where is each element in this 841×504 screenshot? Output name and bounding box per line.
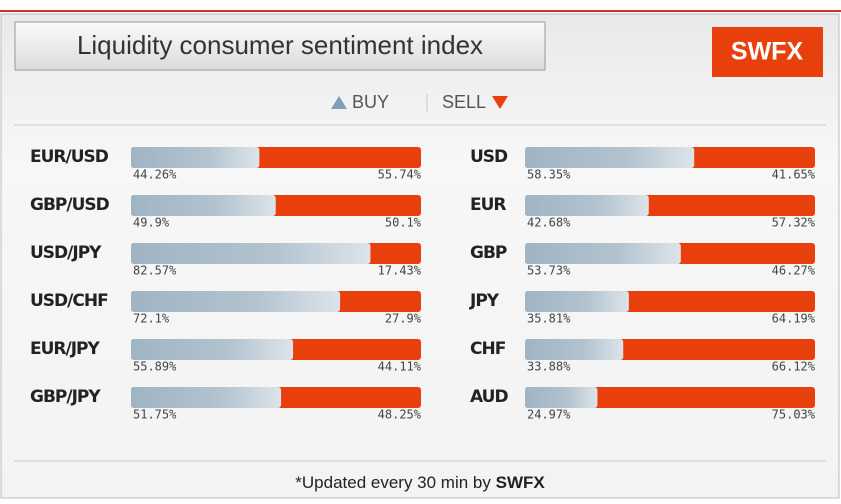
buy-label: 35.81%: [527, 312, 571, 326]
sell-label: 57.32%: [772, 216, 816, 230]
buy-label: 53.73%: [527, 264, 571, 278]
buy-bar: [131, 147, 260, 168]
sell-label: 46.27%: [772, 264, 816, 278]
brand: SWFX: [731, 38, 804, 66]
sell-label: 55.74%: [378, 168, 422, 182]
instrument-name: AUD: [470, 387, 508, 407]
instrument-name: USD/JPY: [30, 243, 102, 263]
buy-bar: [131, 195, 276, 216]
buy-label: 44.26%: [133, 168, 177, 182]
sell-label: 17.43%: [378, 264, 422, 278]
footer-text: *Updated every 30 min by: [295, 473, 491, 492]
buy-label: 72.1%: [133, 312, 170, 326]
sell-label: 50.1%: [385, 216, 422, 230]
instrument-name: GBP/USD: [30, 195, 110, 215]
instrument-name: EUR/JPY: [30, 339, 101, 359]
buy-label: 51.75%: [133, 408, 177, 422]
instrument-name: GBP: [470, 243, 507, 263]
buy-bar: [131, 387, 282, 408]
title-box: [14, 21, 546, 71]
instrument-name: EUR/USD: [30, 147, 109, 167]
instrument-name: JPY: [469, 291, 500, 311]
sell-label: 75.03%: [772, 408, 816, 422]
sell-label: 27.9%: [385, 312, 422, 326]
sell-label: 66.12%: [772, 360, 816, 374]
buy-bar: [131, 339, 294, 360]
buy-bar: [525, 339, 624, 360]
legend-sell: SELL: [442, 92, 486, 112]
buy-label: 33.88%: [527, 360, 571, 374]
sell-label: 64.19%: [772, 312, 816, 326]
buy-arrow: [331, 96, 347, 109]
instrument-name: CHF: [470, 339, 506, 359]
buy-bar: [131, 243, 371, 264]
sell-arrow: [492, 96, 508, 109]
buy-label: 49.9%: [133, 216, 170, 230]
buy-bar: [525, 147, 695, 168]
instrument-name: EUR: [470, 195, 506, 215]
buy-label: 24.97%: [527, 408, 571, 422]
instrument-name: GBP/JPY: [30, 387, 101, 407]
footer-brand: SWFX: [496, 473, 546, 492]
buy-label: 42.68%: [527, 216, 571, 230]
sell-bar: [525, 387, 815, 408]
buy-bar: [131, 291, 341, 312]
instrument-name: USD/CHF: [30, 291, 108, 311]
title: Liquidity consumer sentiment index: [77, 30, 483, 60]
brand-box: [712, 27, 823, 77]
buy-label: 55.89%: [133, 360, 177, 374]
buy-bar: [525, 387, 598, 408]
legend-buy: BUY: [352, 92, 389, 112]
buy-label: 82.57%: [133, 264, 177, 278]
instrument-name: USD: [470, 147, 508, 167]
sell-label: 41.65%: [772, 168, 816, 182]
buy-label: 58.35%: [527, 168, 571, 182]
buy-bar: [525, 291, 629, 312]
footer: *Updated every 30 min by SWFX: [295, 473, 545, 492]
buy-bar: [525, 195, 649, 216]
sell-label: 44.11%: [378, 360, 422, 374]
buy-bar: [525, 243, 681, 264]
sell-label: 48.25%: [378, 408, 422, 422]
